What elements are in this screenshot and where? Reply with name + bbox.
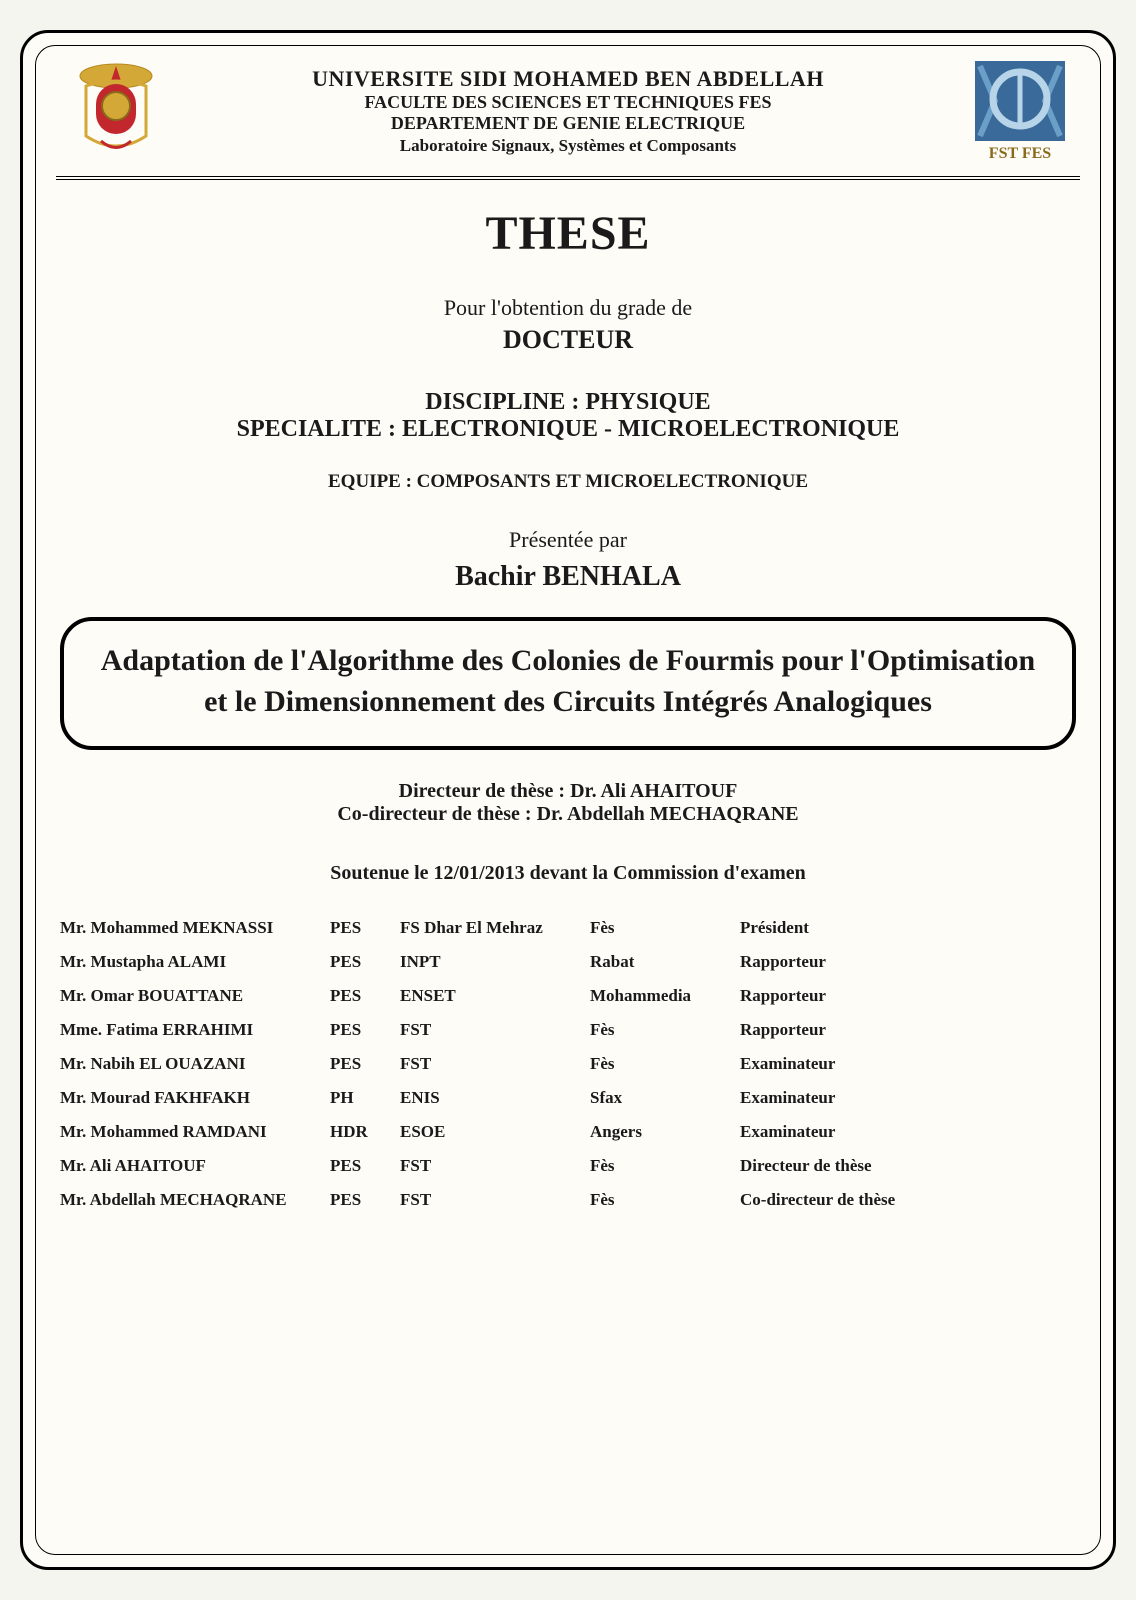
member-institution: ENIS: [400, 1081, 590, 1115]
committee-row: Mr. Nabih EL OUAZANI PES FST Fès Examina…: [60, 1047, 1080, 1081]
member-city: Fès: [590, 911, 740, 945]
member-name: Mr. Mohammed RAMDANI: [60, 1115, 330, 1149]
member-institution: FST: [400, 1047, 590, 1081]
member-grade: PES: [330, 1047, 400, 1081]
author-name: Bachir BENHALA: [56, 561, 1080, 593]
discipline-line: DISCIPLINE : PHYSIQUE: [56, 389, 1080, 416]
thesis-director: Directeur de thèse : Dr. Ali AHAITOUF: [56, 780, 1080, 803]
thesis-title: Adaptation de l'Algorithme des Colonies …: [92, 641, 1044, 722]
document-type: THESE: [56, 206, 1080, 261]
member-name: Mr. Mustapha ALAMI: [60, 945, 330, 979]
defense-date-line: Soutenue le 12/01/2013 devant la Commiss…: [56, 862, 1080, 885]
member-role: Directeur de thèse: [740, 1149, 1080, 1183]
committee-row: Mr. Mustapha ALAMI PES INPT Rabat Rappor…: [60, 945, 1080, 979]
equipe-line: EQUIPE : COMPOSANTS ET MICROELECTRONIQUE: [56, 471, 1080, 493]
member-institution: FST: [400, 1149, 590, 1183]
member-name: Mr. Abdellah MECHAQRANE: [60, 1183, 330, 1217]
fst-caption: FST FES: [989, 145, 1052, 162]
presented-by-label: Présentée par: [56, 527, 1080, 553]
member-name: Mr. Ali AHAITOUF: [60, 1149, 330, 1183]
member-institution: INPT: [400, 945, 590, 979]
member-role: Co-directeur de thèse: [740, 1183, 1080, 1217]
member-institution: ENSET: [400, 979, 590, 1013]
member-role: Président: [740, 911, 1080, 945]
member-role: Rapporteur: [740, 979, 1080, 1013]
member-city: Mohammedia: [590, 979, 740, 1013]
committee-row: Mme. Fatima ERRAHIMI PES FST Fès Rapport…: [60, 1013, 1080, 1047]
member-city: Fès: [590, 1047, 740, 1081]
member-name: Mr. Mourad FAKHFAKH: [60, 1081, 330, 1115]
thesis-title-box: Adaptation de l'Algorithme des Colonies …: [60, 617, 1076, 750]
member-role: Examinateur: [740, 1047, 1080, 1081]
letterhead-text: UNIVERSITE SIDI MOHAMED BEN ABDELLAH FAC…: [166, 66, 970, 156]
member-grade: PES: [330, 1183, 400, 1217]
specialite-line: SPECIALITE : ELECTRONIQUE - MICROELECTRO…: [56, 416, 1080, 443]
member-grade: PES: [330, 945, 400, 979]
member-grade: PES: [330, 1149, 400, 1183]
member-role: Examinateur: [740, 1115, 1080, 1149]
faculty-name: FACULTE DES SCIENCES ET TECHNIQUES FES: [166, 92, 970, 113]
member-role: Rapporteur: [740, 945, 1080, 979]
member-grade: HDR: [330, 1115, 400, 1149]
committee-row: Mr. Mohammed MEKNASSI PES FS Dhar El Meh…: [60, 911, 1080, 945]
member-city: Fès: [590, 1013, 740, 1047]
member-institution: FS Dhar El Mehraz: [400, 911, 590, 945]
member-city: Sfax: [590, 1081, 740, 1115]
document-body: THESE Pour l'obtention du grade de DOCTE…: [56, 180, 1080, 1217]
committee-row: Mr. Abdellah MECHAQRANE PES FST Fès Co-d…: [60, 1183, 1080, 1217]
page-outer-frame: UNIVERSITE SIDI MOHAMED BEN ABDELLAH FAC…: [20, 30, 1116, 1570]
member-institution: FST: [400, 1013, 590, 1047]
member-name: Mr. Omar BOUATTANE: [60, 979, 330, 1013]
member-grade: PES: [330, 911, 400, 945]
member-grade: PH: [330, 1081, 400, 1115]
member-city: Rabat: [590, 945, 740, 979]
degree-name: DOCTEUR: [56, 325, 1080, 355]
member-grade: PES: [330, 1013, 400, 1047]
department-name: DEPARTEMENT DE GENIE ELECTRIQUE: [166, 113, 970, 134]
member-role: Rapporteur: [740, 1013, 1080, 1047]
member-role: Examinateur: [740, 1081, 1080, 1115]
member-name: Mme. Fatima ERRAHIMI: [60, 1013, 330, 1047]
member-grade: PES: [330, 979, 400, 1013]
member-name: Mr. Mohammed MEKNASSI: [60, 911, 330, 945]
member-institution: ESOE: [400, 1115, 590, 1149]
member-city: Fès: [590, 1183, 740, 1217]
member-city: Fès: [590, 1149, 740, 1183]
letterhead: UNIVERSITE SIDI MOHAMED BEN ABDELLAH FAC…: [56, 56, 1080, 180]
member-city: Angers: [590, 1115, 740, 1149]
committee-row: Mr. Mourad FAKHFAKH PH ENIS Sfax Examina…: [60, 1081, 1080, 1115]
committee-row: Mr. Ali AHAITOUF PES FST Fès Directeur d…: [60, 1149, 1080, 1183]
committee-row: Mr. Omar BOUATTANE PES ENSET Mohammedia …: [60, 979, 1080, 1013]
page-inner-frame: UNIVERSITE SIDI MOHAMED BEN ABDELLAH FAC…: [35, 45, 1101, 1555]
fst-fes-logo-icon: FST FES: [970, 56, 1070, 166]
university-crest-icon: [66, 56, 166, 166]
thesis-codirector: Co-directeur de thèse : Dr. Abdellah MEC…: [56, 803, 1080, 826]
committee-table: Mr. Mohammed MEKNASSI PES FS Dhar El Meh…: [56, 911, 1080, 1217]
member-name: Mr. Nabih EL OUAZANI: [60, 1047, 330, 1081]
committee-row: Mr. Mohammed RAMDANI HDR ESOE Angers Exa…: [60, 1115, 1080, 1149]
university-name: UNIVERSITE SIDI MOHAMED BEN ABDELLAH: [166, 66, 970, 92]
grade-intro: Pour l'obtention du grade de: [56, 295, 1080, 321]
member-institution: FST: [400, 1183, 590, 1217]
laboratory-name: Laboratoire Signaux, Systèmes et Composa…: [166, 136, 970, 156]
